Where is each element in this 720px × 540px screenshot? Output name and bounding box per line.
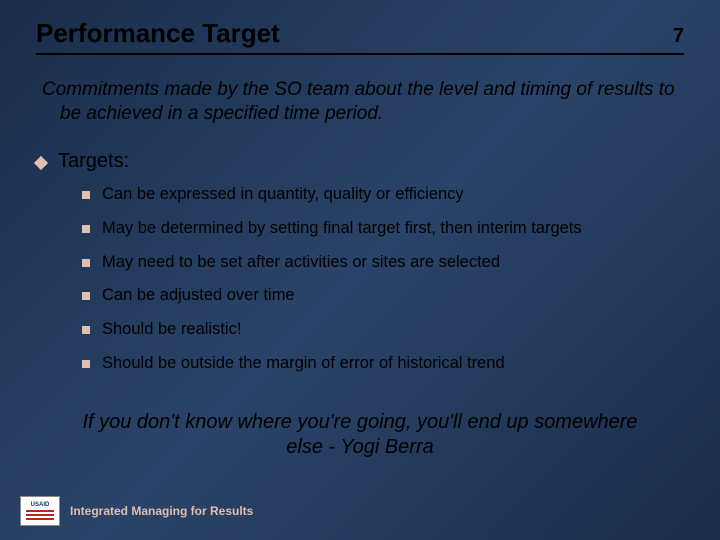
targets-heading: Targets: [58,150,129,173]
footer: USAID Integrated Managing for Results [20,496,253,526]
square-icon [82,326,90,334]
list-item: Can be expressed in quantity, quality or… [82,185,690,205]
slide-header: Performance Target 7 [36,18,684,55]
quote-text: If you don't know where you're going, yo… [80,410,640,460]
item-text: Should be outside the margin of error of… [102,354,505,374]
intro-text: Commitments made by the SO team about th… [24,78,690,126]
diamond-icon [34,156,48,170]
list-item: Should be outside the margin of error of… [82,354,690,374]
page-number: 7 [673,25,684,48]
list-item: Should be realistic! [82,320,690,340]
item-text: Should be realistic! [102,320,241,340]
slide: Performance Target 7 Commitments made by… [0,0,720,540]
bullet-level1: Targets: [36,150,690,173]
item-text: May need to be set after activities or s… [102,253,500,273]
item-text: Can be adjusted over time [102,286,295,306]
item-text: May be determined by setting final targe… [102,219,582,239]
square-icon [82,360,90,368]
flag-stripes-icon [26,510,54,520]
sub-bullet-list: Can be expressed in quantity, quality or… [82,185,690,374]
body: Targets: Can be expressed in quantity, q… [36,150,690,388]
list-item: Can be adjusted over time [82,286,690,306]
logo-label: USAID [31,502,50,508]
usaid-logo-icon: USAID [20,496,60,526]
square-icon [82,292,90,300]
item-text: Can be expressed in quantity, quality or… [102,185,464,205]
list-item: May be determined by setting final targe… [82,219,690,239]
square-icon [82,191,90,199]
slide-title: Performance Target [36,18,280,49]
footer-text: Integrated Managing for Results [70,504,253,518]
square-icon [82,225,90,233]
list-item: May need to be set after activities or s… [82,253,690,273]
square-icon [82,259,90,267]
